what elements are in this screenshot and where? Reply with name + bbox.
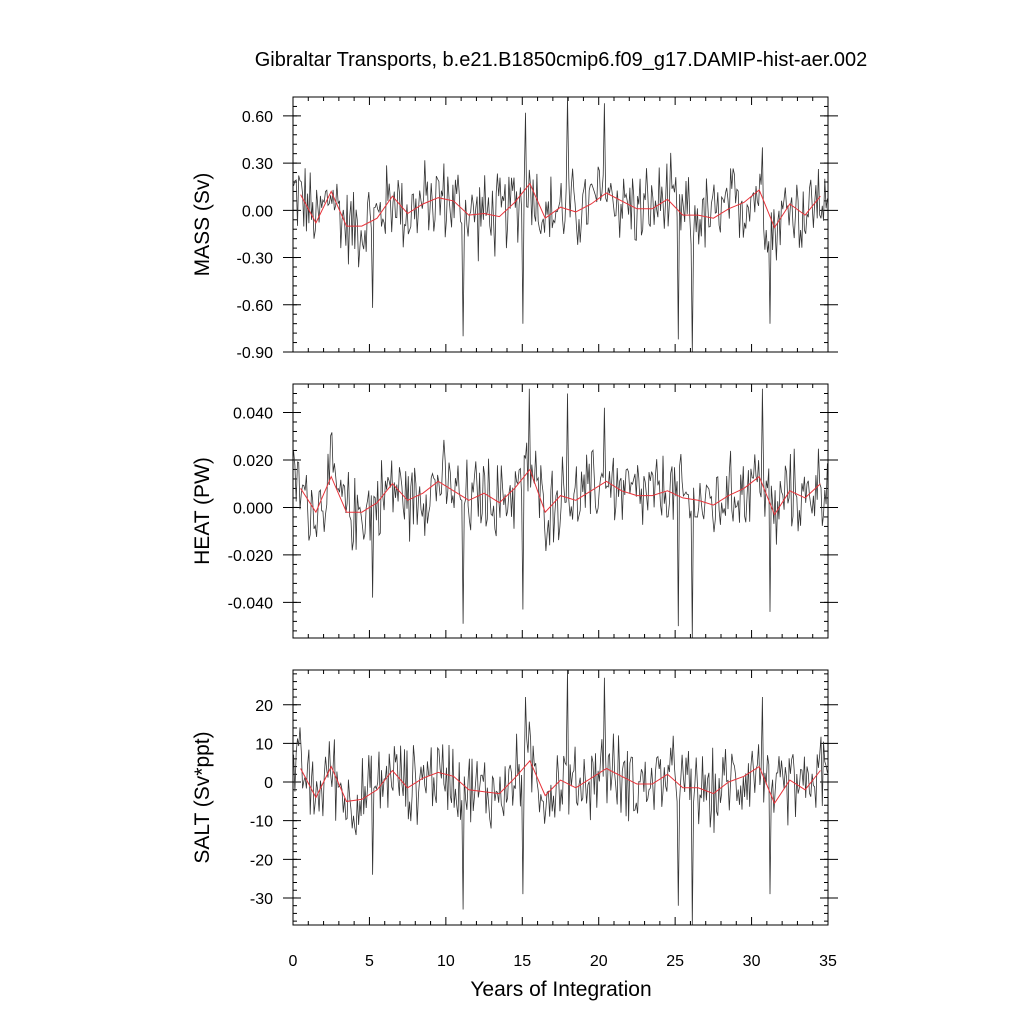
y-tick-label: -20: [250, 852, 273, 869]
y-tick-label: -0.040: [228, 595, 273, 612]
x-tick-label: 30: [743, 953, 761, 970]
y-tick-label: -0.60: [237, 298, 274, 315]
panel-frame: [292, 96, 829, 353]
chart-title: Gibraltar Transports, b.e21.B1850cmip6.f…: [255, 49, 868, 71]
x-tick-label: 5: [365, 953, 374, 970]
y-tick-label: 0.040: [233, 405, 273, 422]
x-tick-label: 20: [590, 953, 608, 970]
y-tick-label: 0.020: [233, 453, 273, 470]
x-tick-label: 0: [289, 953, 298, 970]
y-tick-label: -10: [250, 814, 273, 831]
panel-2: 0.040 0.020 0.000 -0.020 -0.040 HEAT (PW): [191, 383, 838, 639]
panel-1: 0.60 0.30 0.00 -0.30 -0.60 -0.90 MASS (Sv): [191, 96, 838, 362]
x-tick-label: 35: [819, 953, 837, 970]
x-axis-label: Years of Integration: [470, 978, 651, 1001]
y-axis-label: SALT (Sv*ppt): [191, 731, 214, 863]
y-tick-label: 0: [264, 775, 273, 792]
monthly-series-line: [293, 97, 828, 352]
y-tick-label: 0.00: [242, 203, 273, 220]
monthly-series-line: [293, 670, 828, 925]
y-tick-label: 0.60: [242, 109, 273, 126]
annual-mean-line: [300, 468, 821, 516]
annual-mean-line: [300, 182, 821, 229]
panel-frame: [292, 383, 829, 639]
y-tick-label: -0.90: [237, 345, 274, 362]
y-tick-label: -30: [250, 891, 273, 908]
monthly-series-line: [293, 388, 828, 638]
y-tick-label: -0.30: [237, 251, 274, 268]
x-tick-label: 15: [513, 953, 531, 970]
y-tick-label: 10: [255, 736, 273, 753]
y-tick-label: 20: [255, 698, 273, 715]
y-axis-label: HEAT (PW): [191, 457, 214, 565]
panel-3: 20 10 0 -10 -20 -30 SALT (Sv*ppt): [191, 669, 838, 926]
y-axis-label: MASS (Sv): [191, 173, 214, 277]
x-tick-label: 10: [437, 953, 455, 970]
annual-mean-line: [300, 759, 821, 805]
panel-frame: [292, 669, 829, 926]
x-tick-label: 25: [666, 953, 684, 970]
y-tick-label: 0.000: [233, 500, 273, 517]
y-tick-label: 0.30: [242, 156, 273, 173]
y-tick-label: -0.020: [228, 548, 273, 565]
